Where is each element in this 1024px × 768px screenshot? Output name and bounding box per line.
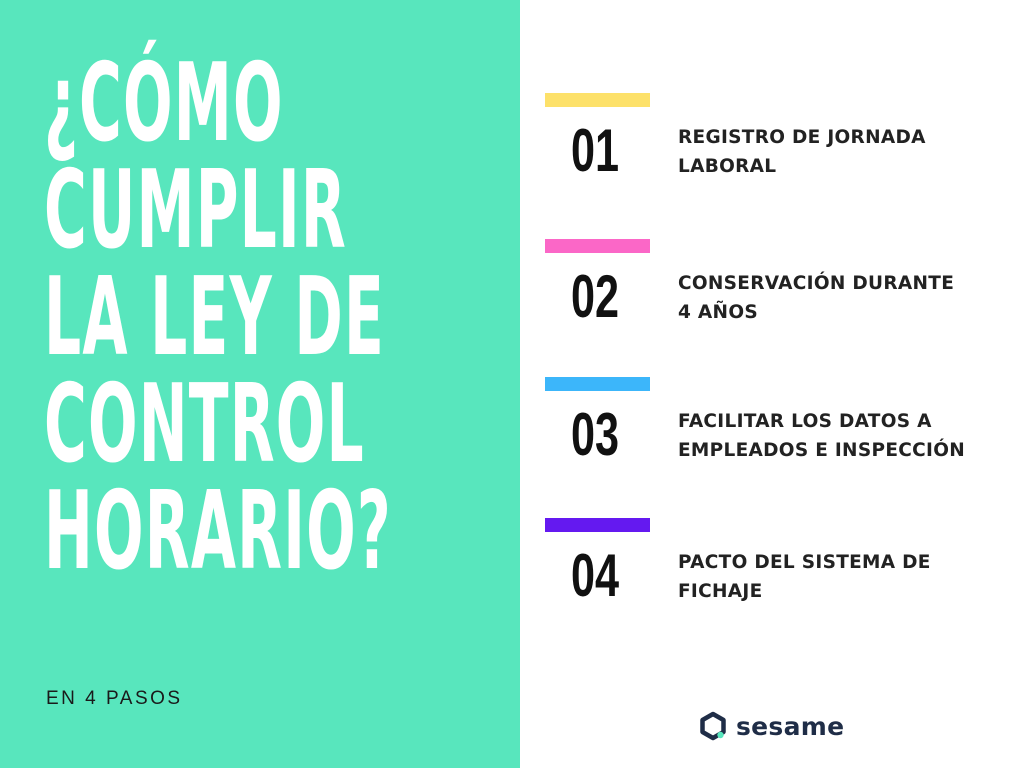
step-01-text-line-1: REGISTRO DE JORNADA — [678, 127, 926, 148]
step-03: 03 FACILITAR LOS DATOS A EMPLEADOS E INS… — [545, 377, 1005, 487]
step-01-text-line-2: LABORAL — [678, 156, 777, 177]
step-01: 01 REGISTRO DE JORNADA LABORAL — [545, 93, 1005, 203]
sesame-logo-icon — [700, 711, 726, 741]
headline-line-5: HORARIO? — [44, 469, 392, 594]
step-01-text: REGISTRO DE JORNADA LABORAL — [678, 123, 978, 181]
brand-logo: sesame — [698, 708, 844, 744]
step-04-text-line-1: PACTO DEL SISTEMA DE — [678, 552, 931, 573]
headline-line-4: CONTROL — [44, 362, 365, 487]
sesame-logo-dot — [717, 731, 724, 739]
step-01-number: 01 — [571, 117, 620, 184]
step-02-text: CONSERVACIÓN DURANTE 4 AÑOS — [678, 269, 978, 327]
step-04-color-bar — [545, 518, 650, 532]
headline: ¿CÓMO CUMPLIR LA LEY DE CONTROL HORARIO? — [44, 41, 514, 594]
step-04: 04 PACTO DEL SISTEMA DE FICHAJE — [545, 518, 1005, 628]
step-02-text-line-1: CONSERVACIÓN DURANTE — [678, 273, 955, 294]
step-02-color-bar — [545, 239, 650, 253]
step-03-text: FACILITAR LOS DATOS A EMPLEADOS E INSPEC… — [678, 407, 978, 465]
subtitle: EN 4 PASOS — [46, 688, 183, 709]
step-03-text-line-2: EMPLEADOS E INSPECCIÓN — [678, 440, 966, 461]
step-03-color-bar — [545, 377, 650, 391]
step-01-color-bar — [545, 93, 650, 107]
step-02-text-line-2: 4 AÑOS — [678, 302, 758, 323]
headline-line-3: LA LEY DE — [44, 255, 386, 380]
brand-name: sesame — [736, 711, 845, 741]
sesame-logo-hexagon — [700, 711, 726, 741]
step-04-text: PACTO DEL SISTEMA DE FICHAJE — [678, 548, 978, 606]
left-panel: ¿CÓMO CUMPLIR LA LEY DE CONTROL HORARIO?… — [0, 0, 520, 768]
step-04-number: 04 — [571, 542, 620, 609]
headline-line-1: ¿CÓMO — [44, 41, 284, 166]
step-03-text-line-1: FACILITAR LOS DATOS A — [678, 411, 932, 432]
step-02: 02 CONSERVACIÓN DURANTE 4 AÑOS — [545, 239, 1005, 349]
headline-line-2: CUMPLIR — [44, 148, 347, 273]
step-02-number: 02 — [571, 263, 620, 330]
step-04-text-line-2: FICHAJE — [678, 581, 763, 602]
step-03-number: 03 — [571, 401, 620, 468]
